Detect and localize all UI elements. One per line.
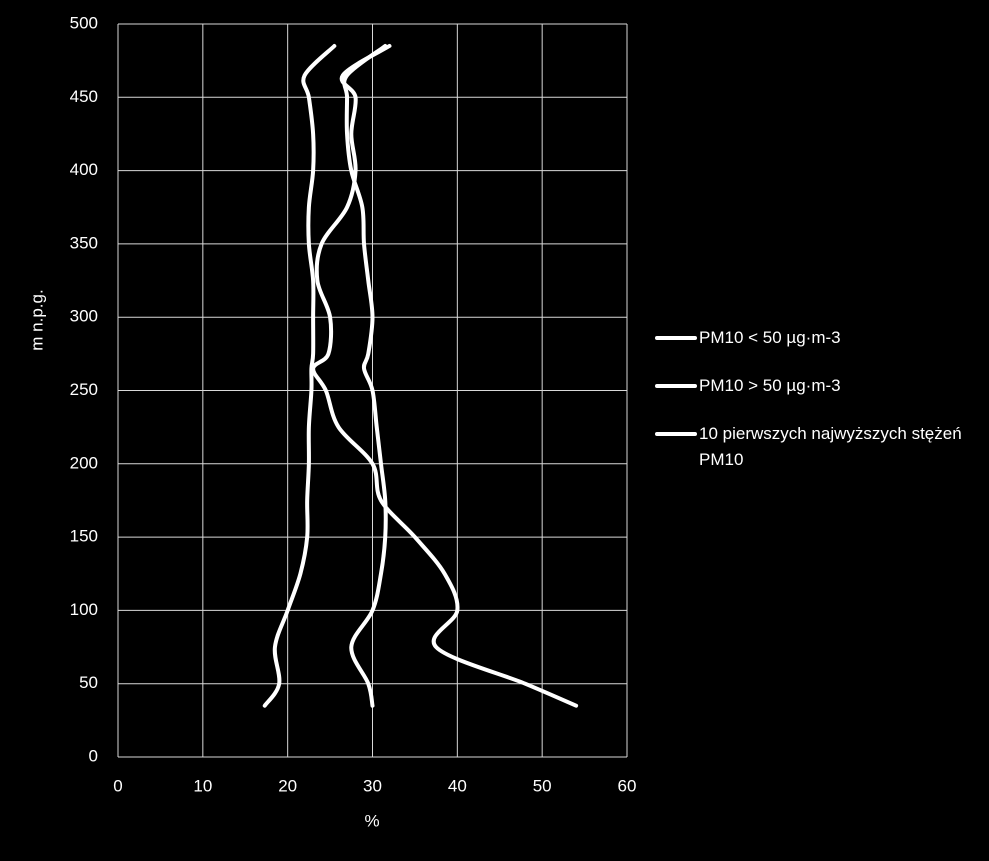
x-tick-label: 20 <box>278 776 297 795</box>
y-tick-label: 400 <box>70 160 98 179</box>
x-tick-label: 40 <box>448 776 467 795</box>
y-axis-label: m n.p.g. <box>27 289 46 350</box>
x-tick-label: 0 <box>113 776 122 795</box>
legend-item: PM10 < 50 µg·m-3 <box>655 325 965 351</box>
series-line <box>342 43 388 708</box>
y-tick-label: 200 <box>70 453 98 472</box>
y-tick-label: 0 <box>89 746 98 765</box>
x-tick-label: 10 <box>193 776 212 795</box>
y-tick-label: 450 <box>70 87 98 106</box>
legend-swatch <box>655 384 697 388</box>
x-tick-label: 60 <box>618 776 637 795</box>
y-tick-label: 100 <box>70 600 98 619</box>
y-tick-label: 150 <box>70 527 98 546</box>
series-line <box>262 43 337 708</box>
x-axis-label: % <box>364 811 379 830</box>
y-tick-label: 350 <box>70 233 98 252</box>
y-tick-label: 250 <box>70 380 98 399</box>
legend-item: PM10 > 50 µg·m-3 <box>655 373 965 399</box>
legend: PM10 < 50 µg·m-3 PM10 > 50 µg·m-3 10 pierw… <box>655 325 965 495</box>
legend-item: 10 pierwszych najwyższych stężeń PM10 <box>655 421 965 473</box>
legend-swatch <box>655 432 697 436</box>
series-line <box>311 43 579 708</box>
y-tick-label: 50 <box>79 673 98 692</box>
legend-swatch <box>655 336 697 340</box>
legend-label: PM10 < 50 µg·m-3 <box>699 328 841 347</box>
y-tick-label: 500 <box>70 13 98 32</box>
y-tick-label: 300 <box>70 307 98 326</box>
x-tick-label: 50 <box>533 776 552 795</box>
x-tick-label: 30 <box>363 776 382 795</box>
legend-label: PM10 > 50 µg·m-3 <box>699 376 841 395</box>
legend-label: 10 pierwszych najwyższych stężeń PM10 <box>699 424 962 469</box>
